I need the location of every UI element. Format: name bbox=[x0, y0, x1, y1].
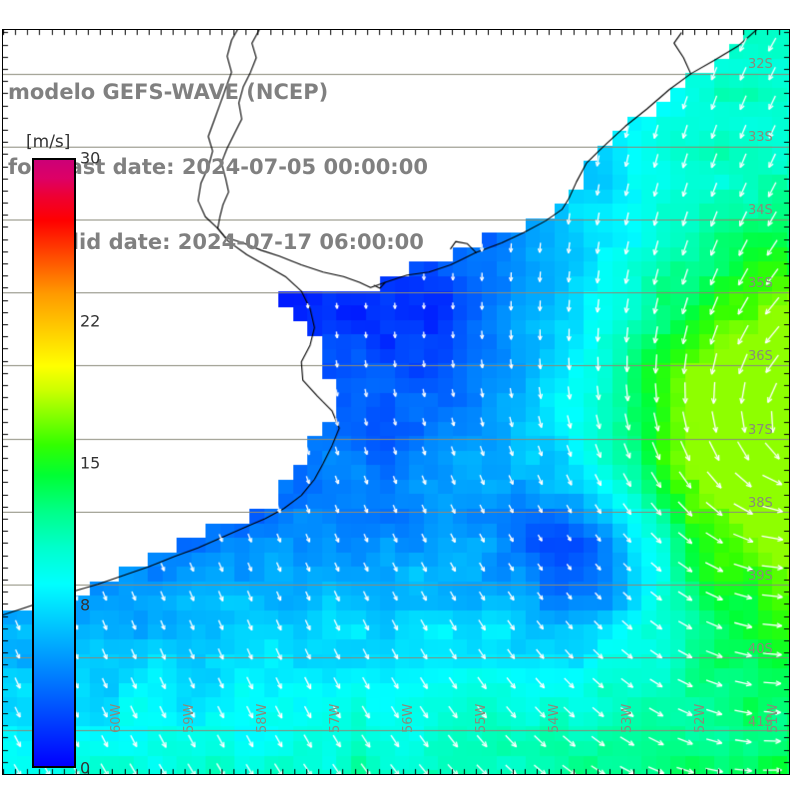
lat-label-38s: 38S bbox=[748, 495, 773, 511]
colorbar bbox=[32, 158, 76, 768]
colorbar-gradient bbox=[32, 158, 76, 768]
lon-label-53w: 53W bbox=[619, 703, 635, 733]
colorbar-tick-30: 30 bbox=[80, 148, 101, 168]
lon-label-52w: 52W bbox=[692, 703, 708, 733]
axis-tick-marks bbox=[3, 30, 789, 774]
lon-label-58w: 58W bbox=[255, 703, 271, 733]
lon-label-56w: 56W bbox=[401, 703, 416, 733]
lat-label-33s: 33S bbox=[748, 130, 773, 146]
colorbar-unit-label: [m/s] bbox=[26, 132, 71, 152]
map-plot-area bbox=[2, 29, 790, 775]
model-title: modelo GEFS-WAVE (NCEP) bbox=[8, 80, 329, 104]
lon-label-55w: 55W bbox=[473, 703, 489, 733]
lat-label-35s: 35S bbox=[748, 276, 773, 292]
lon-label-51w: 51W bbox=[765, 703, 781, 733]
colorbar-tick-8: 8 bbox=[80, 595, 91, 615]
lon-label-59w: 59W bbox=[182, 703, 198, 733]
lat-label-37s: 37S bbox=[748, 422, 773, 438]
lat-label-34s: 34S bbox=[748, 203, 773, 219]
lat-label-41s: 41S bbox=[748, 715, 773, 731]
colorbar-tick-0: 0 bbox=[80, 758, 91, 778]
lat-label-40s: 40S bbox=[748, 641, 773, 657]
lat-label-36s: 36S bbox=[748, 349, 773, 365]
forecast-date-title: forecast date: 2024-07-05 00:00:00 bbox=[8, 155, 428, 179]
valid-date-title: valid date: 2024-07-17 06:00:00 bbox=[44, 230, 424, 254]
colorbar-tick-15: 15 bbox=[80, 453, 101, 473]
colorbar-tick-22: 22 bbox=[80, 311, 101, 331]
title-block: modelo GEFS-WAVE (NCEP) forecast date: 2… bbox=[0, 30, 520, 305]
lon-label-54w: 54W bbox=[546, 703, 562, 733]
lat-label-32s: 32S bbox=[748, 56, 773, 72]
lon-label-57w: 57W bbox=[328, 703, 344, 733]
lat-label-39s: 39S bbox=[748, 568, 773, 584]
lon-label-60w: 60W bbox=[109, 703, 125, 733]
